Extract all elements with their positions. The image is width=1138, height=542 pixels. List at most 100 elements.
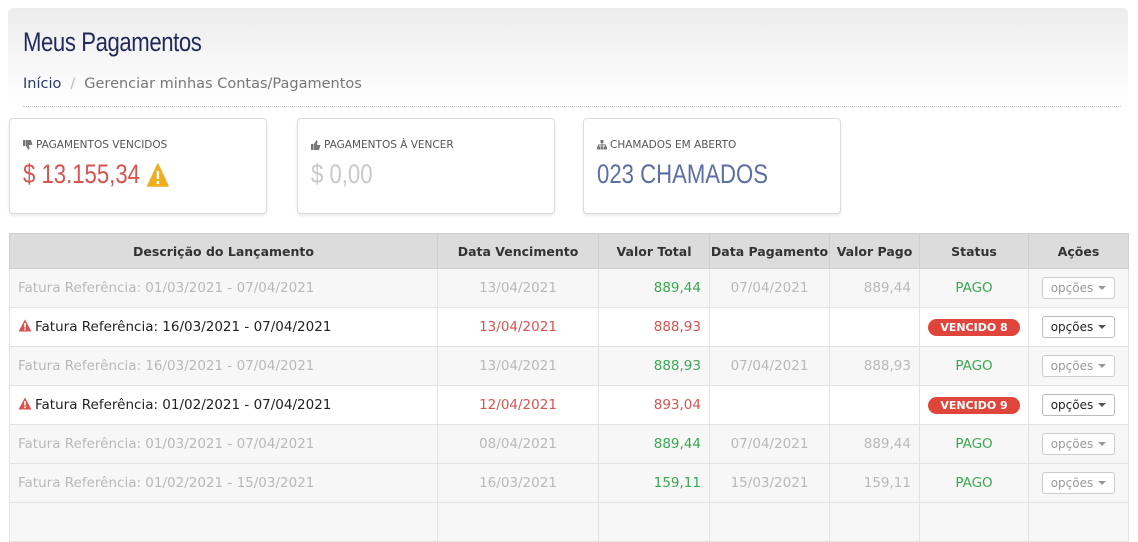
column-header-paid-value[interactable]: Valor Pago — [829, 233, 920, 269]
caret-down-icon — [1098, 442, 1107, 446]
options-label: opções — [1050, 320, 1094, 334]
cell-due-date: 16/03/2021 — [437, 463, 599, 503]
column-header-actions: Ações — [1028, 233, 1129, 269]
table-row: Fatura Referência: 01/02/2021 - 07/04/20… — [9, 385, 1129, 425]
stat-value-text: $ 13.155,34 — [23, 159, 140, 189]
cell-status: PAGO — [919, 424, 1029, 464]
cell-paid-value — [829, 385, 920, 425]
cell-description — [9, 502, 438, 542]
cell-paid-value — [829, 502, 920, 542]
cell-payment-date — [709, 385, 830, 425]
cell-payment-date — [709, 307, 830, 347]
stat-card-upcoming: PAGAMENTOS À VENCER $ 0,00 — [297, 118, 555, 214]
caret-down-icon — [1098, 403, 1107, 407]
cell-description: Fatura Referência: 01/02/2021 - 15/03/20… — [9, 463, 438, 503]
caret-down-icon — [1098, 325, 1107, 329]
cell-status: PAGO — [919, 346, 1029, 386]
warning-icon — [18, 319, 32, 332]
status-paid: PAGO — [955, 358, 993, 374]
cell-total: 888,93 — [598, 346, 710, 386]
status-paid: PAGO — [955, 280, 993, 296]
cell-paid-value: 888,93 — [829, 346, 920, 386]
cell-payment-date: 07/04/2021 — [709, 268, 830, 308]
breadcrumb: Início / Gerenciar minhas Contas/Pagamento… — [23, 76, 362, 92]
cell-status: VENCIDO 8 — [919, 307, 1029, 347]
options-dropdown-button[interactable]: opções — [1041, 316, 1116, 338]
cell-description: Fatura Referência: 01/02/2021 - 07/04/20… — [9, 385, 438, 425]
cell-payment-date — [709, 502, 830, 542]
cell-paid-value: 159,11 — [829, 463, 920, 503]
cell-actions: opções — [1028, 346, 1129, 386]
cell-due-date: 13/04/2021 — [437, 268, 599, 308]
cell-description: Fatura Referência: 01/03/2021 - 07/04/20… — [9, 424, 438, 464]
status-overdue-badge: VENCIDO 9 — [928, 396, 1020, 414]
stat-value-text: $ 0,00 — [311, 159, 373, 189]
table-row: Fatura Referência: 01/02/2021 - 15/03/20… — [9, 463, 1129, 503]
options-label: opções — [1050, 359, 1094, 373]
options-dropdown-button[interactable]: opções — [1041, 433, 1116, 455]
table-row: Fatura Referência: 16/03/2021 - 07/04/20… — [9, 346, 1129, 386]
thumbs-up-icon — [311, 140, 321, 150]
header-divider — [23, 106, 1121, 107]
cell-description: Fatura Referência: 16/03/2021 - 07/04/20… — [9, 307, 438, 347]
cell-actions: opções — [1028, 463, 1129, 503]
breadcrumb-home-link[interactable]: Início — [23, 76, 62, 92]
options-dropdown-button[interactable]: opções — [1041, 394, 1116, 416]
cell-total: 889,44 — [598, 424, 710, 464]
description-text: Fatura Referência: 16/03/2021 - 07/04/20… — [35, 319, 332, 335]
cell-status: VENCIDO 9 — [919, 385, 1029, 425]
table-header-row: Descrição do Lançamento Data Vencimento … — [9, 233, 1129, 269]
options-dropdown-button[interactable]: opções — [1041, 472, 1116, 494]
cell-actions: opções — [1028, 307, 1129, 347]
options-label: opções — [1050, 476, 1094, 490]
stat-label-text: PAGAMENTOS VENCIDOS — [36, 139, 168, 151]
column-header-description[interactable]: Descrição do Lançamento — [9, 233, 438, 269]
cell-due-date: 13/04/2021 — [437, 346, 599, 386]
caret-down-icon — [1098, 286, 1107, 290]
stat-label-tickets: CHAMADOS EM ABERTO — [597, 139, 736, 151]
cell-payment-date: 07/04/2021 — [709, 424, 830, 464]
cell-total — [598, 502, 710, 542]
cell-description: Fatura Referência: 16/03/2021 - 07/04/20… — [9, 346, 438, 386]
cell-description: Fatura Referência: 01/03/2021 - 07/04/20… — [9, 268, 438, 308]
page-title: Meus Pagamentos — [23, 27, 202, 57]
breadcrumb-current: Gerenciar minhas Contas/Pagamentos — [84, 76, 362, 92]
cell-actions: opções — [1028, 424, 1129, 464]
options-dropdown-button[interactable]: opções — [1041, 355, 1116, 377]
caret-down-icon — [1098, 481, 1107, 485]
column-header-total[interactable]: Valor Total — [598, 233, 710, 269]
cell-status: PAGO — [919, 463, 1029, 503]
table-row — [9, 502, 1129, 542]
stat-label-overdue: PAGAMENTOS VENCIDOS — [23, 139, 167, 151]
status-paid: PAGO — [955, 475, 993, 491]
cell-total: 888,93 — [598, 307, 710, 347]
table-row: Fatura Referência: 16/03/2021 - 07/04/20… — [9, 307, 1129, 347]
column-header-payment-date[interactable]: Data Pagamento — [709, 233, 830, 269]
cell-due-date: 12/04/2021 — [437, 385, 599, 425]
table-row: Fatura Referência: 01/03/2021 - 07/04/20… — [9, 424, 1129, 464]
cell-paid-value: 889,44 — [829, 268, 920, 308]
stat-value-upcoming: $ 0,00 — [311, 159, 373, 190]
status-paid: PAGO — [955, 436, 993, 452]
cell-total: 893,04 — [598, 385, 710, 425]
payments-table: Descrição do Lançamento Data Vencimento … — [9, 233, 1129, 542]
cell-due-date: 13/04/2021 — [437, 307, 599, 347]
options-label: opções — [1050, 398, 1094, 412]
stat-value-overdue: $ 13.155,34 — [23, 159, 169, 190]
warning-icon — [18, 397, 32, 410]
options-dropdown-button[interactable]: opções — [1041, 277, 1116, 299]
stat-label-text: CHAMADOS EM ABERTO — [610, 139, 737, 151]
column-header-status[interactable]: Status — [919, 233, 1029, 269]
breadcrumb-separator: / — [70, 76, 76, 92]
cell-payment-date: 07/04/2021 — [709, 346, 830, 386]
thumbs-down-icon — [23, 140, 33, 150]
cell-status — [919, 502, 1029, 542]
column-header-due-date[interactable]: Data Vencimento — [437, 233, 599, 269]
page-header: Meus Pagamentos Início / Gerenciar minhas … — [8, 8, 1128, 108]
cell-actions: opções — [1028, 385, 1129, 425]
cell-payment-date: 15/03/2021 — [709, 463, 830, 503]
cell-total: 889,44 — [598, 268, 710, 308]
status-overdue-badge: VENCIDO 8 — [928, 318, 1020, 336]
cell-actions — [1028, 502, 1129, 542]
sitemap-icon — [597, 140, 607, 150]
